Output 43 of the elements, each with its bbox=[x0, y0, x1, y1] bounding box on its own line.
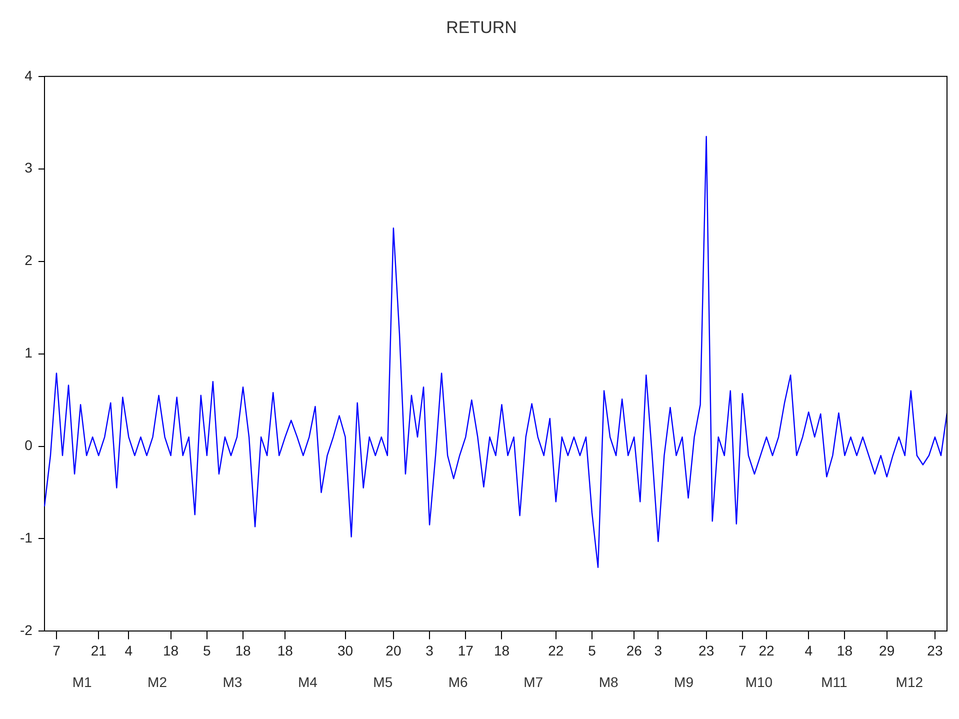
x-tick-label: 23 bbox=[698, 642, 714, 658]
x-tick-label: 18 bbox=[836, 642, 853, 658]
x-tick-label: 4 bbox=[124, 642, 133, 658]
text: M5 bbox=[373, 674, 393, 690]
x-tick-label: 22 bbox=[548, 642, 564, 658]
x-tick-label: 7 bbox=[52, 642, 61, 658]
text: M11 bbox=[821, 674, 848, 690]
x-tick-label: 18 bbox=[163, 642, 179, 658]
text: M8 bbox=[598, 674, 618, 690]
x-tick-label: 18 bbox=[494, 642, 510, 658]
x-tick-label: 22 bbox=[758, 642, 774, 658]
y-tick-label: -1 bbox=[20, 530, 33, 546]
x-tick-label: 18 bbox=[277, 642, 294, 658]
text: M1 bbox=[72, 674, 92, 690]
x-tick-label: 23 bbox=[927, 642, 943, 658]
text: M12 bbox=[896, 674, 924, 690]
x-tick-label: 3 bbox=[654, 642, 662, 658]
y-tick-label: 2 bbox=[24, 252, 33, 268]
text: M4 bbox=[298, 674, 318, 690]
y-tick-label: 3 bbox=[24, 160, 33, 176]
x-tick-label: 17 bbox=[458, 642, 474, 658]
text: M10 bbox=[745, 674, 773, 690]
x-tick-label: 5 bbox=[588, 642, 596, 658]
x-tick-label: 20 bbox=[386, 642, 402, 658]
y-tick-label: 1 bbox=[24, 344, 33, 361]
x-tick-label: 21 bbox=[90, 642, 107, 658]
text: M7 bbox=[524, 674, 544, 690]
y-tick-label: 4 bbox=[24, 67, 33, 84]
x-tick-label: 4 bbox=[804, 642, 813, 658]
y-tick-label: 0 bbox=[24, 437, 33, 454]
x-tick-label: 29 bbox=[879, 642, 895, 658]
y-tick-label: -2 bbox=[20, 622, 33, 638]
text: M2 bbox=[148, 674, 168, 690]
x-tick-label: 18 bbox=[235, 642, 252, 658]
text: M6 bbox=[448, 674, 468, 690]
x-tick-label: 3 bbox=[426, 642, 434, 658]
x-tick-label: 7 bbox=[738, 642, 747, 658]
chart-title: RETURN bbox=[446, 18, 517, 37]
x-tick-label: 26 bbox=[626, 642, 642, 658]
x-tick-label: 30 bbox=[338, 642, 354, 658]
text: M3 bbox=[222, 674, 242, 690]
text: M9 bbox=[674, 674, 694, 690]
x-tick-label: 5 bbox=[203, 642, 212, 658]
